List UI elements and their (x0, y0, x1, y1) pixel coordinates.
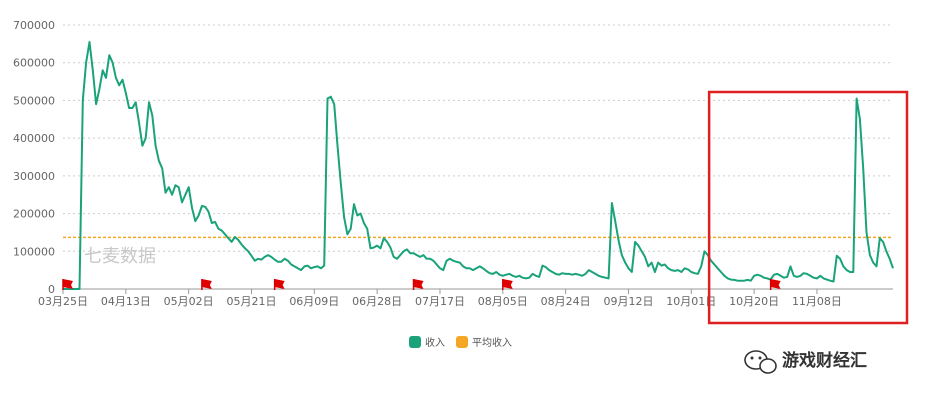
y-tick-label: 500000 (13, 94, 55, 107)
revenue-series (63, 41, 894, 290)
legend: 收入 平均收入 (409, 336, 512, 349)
flag-icon (502, 279, 513, 290)
x-tick-label: 04月13日 (101, 295, 151, 308)
flag-icon (769, 279, 781, 290)
brand-badge: 游戏财经汇 (744, 350, 867, 374)
x-tick-label: 11月08日 (792, 295, 842, 308)
y-tick-label: 200000 (13, 208, 55, 221)
y-axis: 700000 600000 500000 400000 300000 200000 1000… (13, 19, 55, 296)
watermark-text: 七麦数据 (84, 246, 156, 267)
y-tick-label: 300000 (13, 170, 55, 183)
flag-icon (62, 279, 73, 290)
y-tick-label: 600000 (13, 57, 55, 70)
legend-swatch-revenue (409, 336, 421, 348)
y-tick-label: 700000 (13, 19, 55, 32)
y-tick-label: 400000 (13, 132, 55, 145)
flag-icon (201, 279, 212, 290)
grid-lines (63, 24, 893, 290)
x-tick-label: 05月02日 (164, 295, 214, 308)
legend-label-revenue: 收入 (425, 336, 445, 349)
x-tick-label: 05月21日 (226, 295, 276, 308)
flag-cloth (201, 279, 212, 289)
y-tick-label: 0 (48, 283, 55, 296)
flag-cloth (413, 279, 424, 289)
x-tick-label: 07月17日 (415, 295, 465, 308)
highlight-rectangle (707, 90, 909, 325)
x-axis: 03月25日 04月13日 05月02日 05月21日 06月09日 06月28日 07月1… (38, 289, 842, 308)
x-tick-label: 03月25日 (38, 295, 88, 308)
legend-swatch-average (456, 336, 468, 348)
flag-cloth (502, 279, 513, 289)
flag-icon (412, 279, 424, 290)
legend-item-average[interactable]: 平均收入 (456, 336, 512, 349)
x-tick-label: 09月12日 (603, 295, 653, 308)
x-tick-label: 10月20日 (729, 295, 779, 308)
wechat-icon (744, 350, 777, 374)
y-tick-label: 100000 (13, 245, 55, 258)
x-tick-label: 06月09日 (289, 295, 339, 308)
event-flags (62, 279, 781, 290)
flag-cloth (63, 279, 73, 289)
x-tick-label: 08月24日 (541, 295, 591, 308)
legend-label-average: 平均收入 (472, 336, 512, 349)
highlight-box (707, 90, 909, 325)
flag-icon (273, 279, 285, 290)
brand-name: 游戏财经汇 (782, 350, 867, 371)
flag-cloth (770, 279, 781, 289)
revenue-line (63, 41, 894, 290)
x-tick-label: 10月01日 (666, 295, 716, 308)
flag-cloth (274, 279, 285, 289)
legend-item-revenue[interactable]: 收入 (409, 336, 445, 349)
x-tick-label: 06月28日 (352, 295, 402, 308)
x-tick-label: 08月05日 (478, 295, 528, 308)
